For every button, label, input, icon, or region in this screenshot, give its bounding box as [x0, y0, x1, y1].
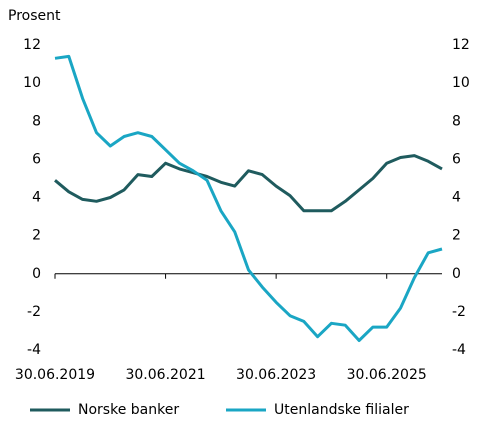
series-line [54, 54, 443, 342]
y2-tick-label: -2 [452, 304, 466, 320]
x-tick-label: 30.06.2025 [347, 367, 427, 383]
y-tick-label: -4 [27, 342, 41, 358]
legend-label: Utenlandske filialer [274, 402, 409, 418]
y2-tick-label: 10 [452, 75, 470, 91]
y-tick-label: 12 [23, 37, 41, 53]
y-tick-label: 8 [32, 113, 41, 129]
y-tick-label: 10 [23, 75, 41, 91]
x-tick-label: 30.06.2021 [125, 367, 205, 383]
series-line [54, 154, 443, 213]
y2-tick-label: 12 [452, 37, 470, 53]
x-tick-label: 30.06.2023 [236, 367, 316, 383]
y2-tick-label: 8 [452, 113, 461, 129]
y2-tick-label: -4 [452, 342, 466, 358]
y2-tick-label: 6 [452, 151, 461, 167]
y2-tick-label: 2 [452, 228, 461, 244]
y-tick-label: 4 [32, 190, 41, 206]
legend-label: Norske banker [78, 402, 179, 418]
y2-tick-label: 4 [452, 190, 461, 206]
y2-tick-label: 0 [452, 266, 461, 282]
y-axis-label: Prosent [8, 8, 61, 24]
y-tick-label: 2 [32, 228, 41, 244]
y-tick-label: 6 [32, 151, 41, 167]
y-tick-label: -2 [27, 304, 41, 320]
x-tick-label: 30.06.2019 [15, 367, 95, 383]
y-tick-label: 0 [32, 266, 41, 282]
